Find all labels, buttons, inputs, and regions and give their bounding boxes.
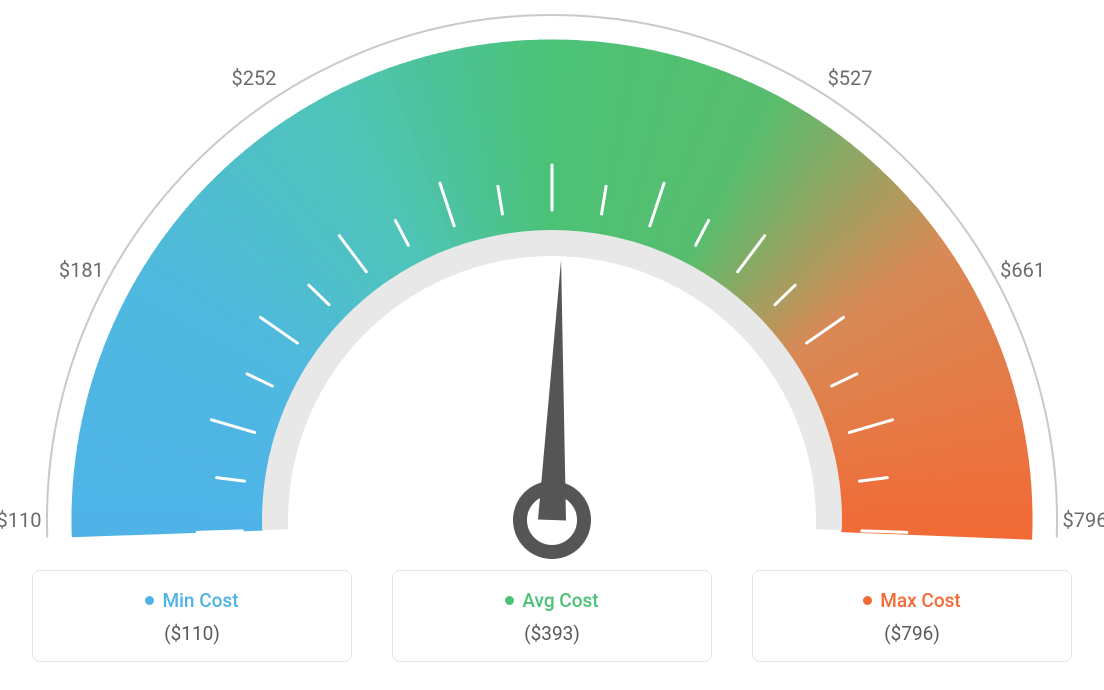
gauge-tick-label: $252 <box>231 66 276 90</box>
legend-row: Min Cost ($110) Avg Cost ($393) Max Cost… <box>0 570 1104 662</box>
legend-max-dot <box>863 596 872 605</box>
legend-card-avg: Avg Cost ($393) <box>392 570 712 662</box>
legend-avg-label: Avg Cost <box>522 589 598 612</box>
legend-avg-title: Avg Cost <box>505 589 598 612</box>
legend-card-max: Max Cost ($796) <box>752 570 1072 662</box>
legend-min-value: ($110) <box>43 622 341 645</box>
legend-min-title: Min Cost <box>145 589 238 612</box>
gauge-tick-label: $796 <box>1063 508 1104 532</box>
gauge-tick-label: $527 <box>828 66 873 90</box>
gauge-tick-label: $110 <box>0 508 41 532</box>
gauge-svg <box>0 0 1104 560</box>
legend-max-value: ($796) <box>763 622 1061 645</box>
legend-card-min: Min Cost ($110) <box>32 570 352 662</box>
legend-max-title: Max Cost <box>863 589 960 612</box>
gauge-tick-label: $181 <box>59 258 104 282</box>
gauge-chart: $110$181$252$393$527$661$796 <box>0 0 1104 560</box>
legend-min-label: Min Cost <box>162 589 238 612</box>
legend-min-dot <box>145 596 154 605</box>
legend-max-label: Max Cost <box>880 589 960 612</box>
legend-avg-dot <box>505 596 514 605</box>
legend-avg-value: ($393) <box>403 622 701 645</box>
gauge-tick-label: $661 <box>1000 258 1045 282</box>
